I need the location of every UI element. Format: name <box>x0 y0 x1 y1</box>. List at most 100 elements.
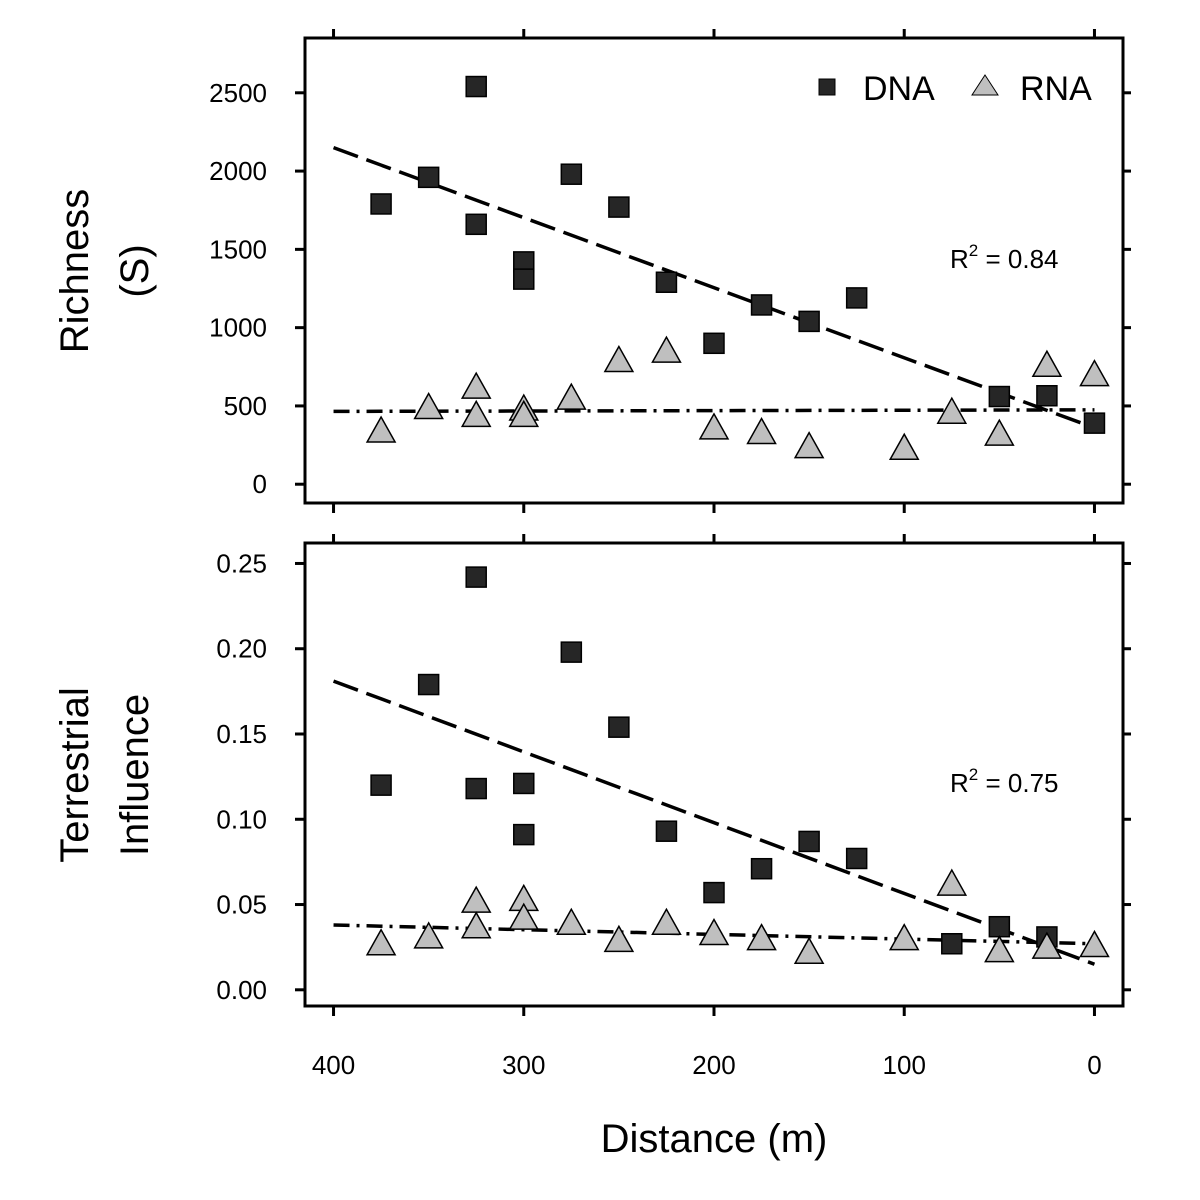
data-point-rna <box>984 935 1015 963</box>
y-tick-label: 1500 <box>209 234 267 264</box>
data-point-dna <box>655 820 678 842</box>
data-point-dna <box>703 332 725 355</box>
data-point-rna <box>698 412 730 440</box>
points-terrestrial <box>365 566 1110 965</box>
trend-lines-terrestrial <box>332 679 1096 966</box>
data-point-dna <box>750 857 773 880</box>
trend-line-rna <box>333 408 1095 414</box>
data-point-rna <box>460 911 492 939</box>
trend-line-rna <box>333 923 1095 946</box>
data-point-dna <box>608 716 630 738</box>
x-tick-label: 300 <box>502 1050 545 1080</box>
r2-superscript: 2 <box>969 765 978 784</box>
panel-richness: 0 500 1000 1500 2000 2500 Richness (S) R2 = 0… <box>53 29 1131 513</box>
r2-value: = 0.75 <box>978 768 1058 798</box>
y-ticks-richness: 0 500 1000 1500 2000 2500 <box>209 78 1131 499</box>
data-point-rna <box>365 928 397 956</box>
legend-label-dna: DNA <box>863 70 935 108</box>
data-point-dna <box>703 881 725 904</box>
data-point-rna <box>460 399 492 428</box>
data-point-dna <box>370 774 392 796</box>
data-point-rna <box>508 902 540 930</box>
y-tick-label: 0.15 <box>216 719 267 749</box>
data-point-dna <box>941 933 963 955</box>
y-tick-label: 0 <box>253 469 267 499</box>
x-ticks-terrestrial: 400 300 200 100 0 <box>312 534 1102 1080</box>
y-axis-label-richness-line2: (S) <box>113 244 157 297</box>
data-point-dna <box>465 566 487 588</box>
points-richness <box>365 75 1110 460</box>
data-point-rna <box>936 396 968 424</box>
data-point-dna <box>465 75 487 98</box>
data-point-dna <box>798 830 820 853</box>
data-point-dna <box>1083 412 1106 434</box>
trend-lines-richness <box>332 145 1096 430</box>
data-point-rna <box>1079 359 1110 387</box>
data-point-dna <box>513 823 535 846</box>
r2-prefix: R <box>950 244 969 274</box>
data-point-dna <box>608 196 630 218</box>
data-point-rna <box>603 344 635 373</box>
data-point-dna <box>513 772 535 795</box>
data-point-rna <box>746 417 777 445</box>
panel-terrestrial-influence: 0.00 0.05 0.10 0.15 0.20 0.25 400 300 200 100 0 T… <box>53 534 1131 1161</box>
legend-label-rna: RNA <box>1020 70 1092 108</box>
data-point-rna <box>793 431 825 459</box>
data-point-dna <box>417 673 440 696</box>
data-point-dna <box>1036 385 1058 407</box>
data-point-rna <box>1079 929 1110 958</box>
x-tick-label: 0 <box>1087 1050 1101 1080</box>
y-tick-label: 0.10 <box>216 804 267 834</box>
data-point-rna <box>793 936 825 965</box>
data-point-rna <box>460 371 492 399</box>
data-point-dna <box>370 193 392 215</box>
data-point-rna <box>556 907 587 936</box>
data-point-dna <box>560 163 583 185</box>
data-point-dna <box>417 166 440 189</box>
data-point-dna <box>750 294 773 316</box>
y-axis-label-richness-line1: Richness <box>53 189 97 354</box>
data-point-rna <box>746 923 777 951</box>
data-point-rna <box>556 382 587 410</box>
data-point-rna <box>413 391 444 420</box>
data-point-dna <box>988 385 1011 408</box>
data-point-dna <box>465 213 487 236</box>
data-point-dna <box>798 310 820 333</box>
trend-line-dna <box>332 145 1096 430</box>
trend-line-dna <box>332 679 1096 966</box>
r2-value: = 0.84 <box>978 244 1058 274</box>
r-squared-annotation-terrestrial: R2 = 0.75 <box>950 765 1058 798</box>
data-point-rna <box>365 415 397 443</box>
r2-superscript: 2 <box>969 241 978 260</box>
data-point-dna <box>465 777 487 800</box>
x-ticks-richness <box>332 29 1096 513</box>
y-tick-label: 0.05 <box>216 890 267 920</box>
y-tick-label: 1000 <box>209 313 267 343</box>
data-point-rna <box>508 399 540 428</box>
data-point-rna <box>651 907 682 936</box>
legend: DNA RNA <box>818 70 1092 108</box>
x-axis-label: Distance (m) <box>601 1117 828 1161</box>
data-point-rna <box>603 924 635 953</box>
y-tick-label: 500 <box>224 391 267 421</box>
y-axis-label-terrestrial-line1: Terrestrial <box>53 687 97 863</box>
data-point-rna <box>936 868 968 896</box>
data-point-dna <box>655 271 678 293</box>
data-point-rna <box>651 335 682 363</box>
y-tick-label: 0.25 <box>216 548 267 578</box>
data-point-rna <box>984 418 1015 446</box>
data-point-rna <box>413 921 444 949</box>
data-point-dna <box>988 915 1011 938</box>
x-tick-label: 400 <box>312 1050 355 1080</box>
data-point-rna <box>1031 931 1063 959</box>
data-point-rna <box>888 432 920 460</box>
y-tick-label: 2000 <box>209 156 267 186</box>
r-squared-annotation-richness: R2 = 0.84 <box>950 241 1058 274</box>
y-tick-label: 0.00 <box>216 975 267 1005</box>
data-point-dna <box>845 287 868 309</box>
data-point-dna <box>845 847 868 870</box>
y-axis-label-terrestrial-line2: Influence <box>113 694 157 856</box>
x-tick-label: 100 <box>883 1050 926 1080</box>
data-point-dna <box>560 641 583 663</box>
